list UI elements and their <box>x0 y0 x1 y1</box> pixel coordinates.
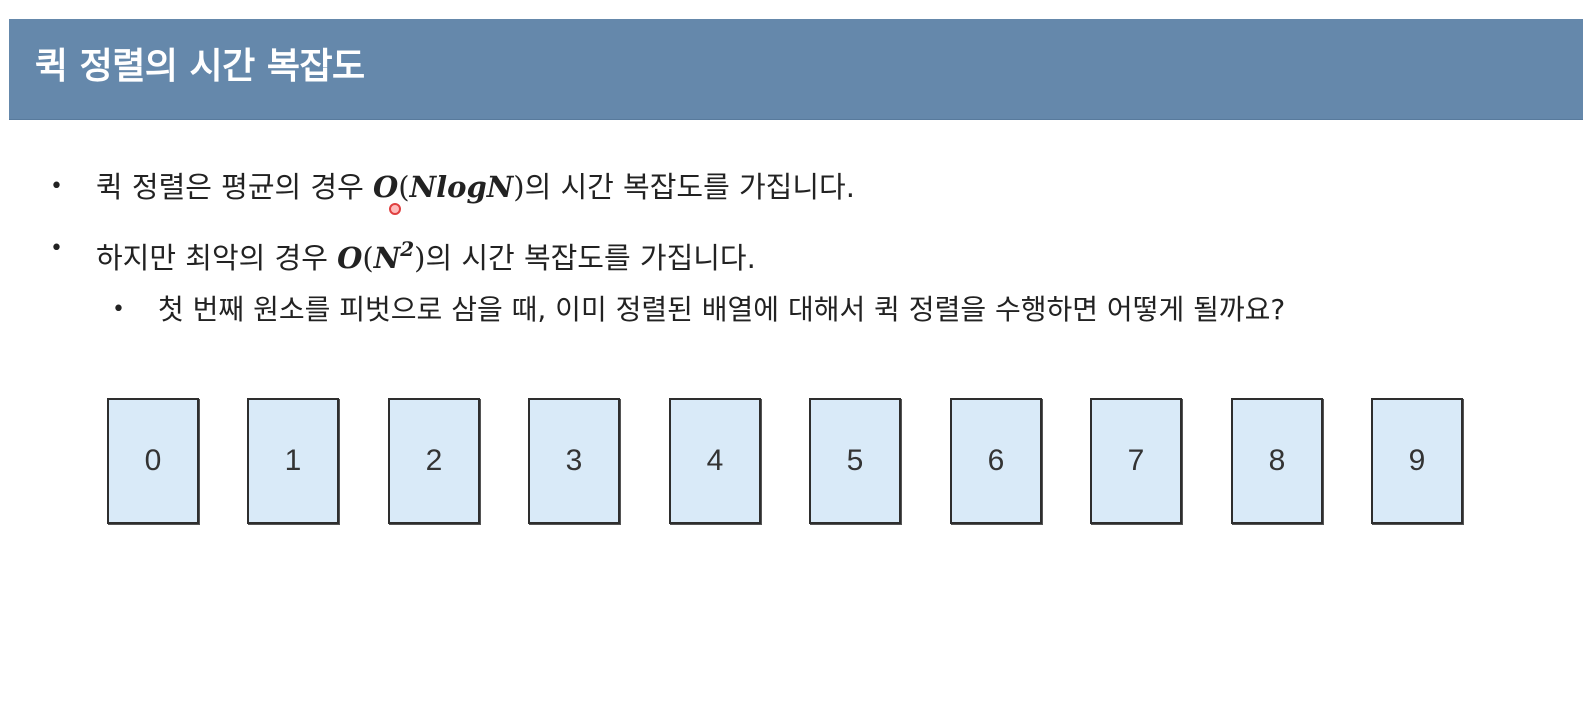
math-paren-open: ( <box>398 170 409 204</box>
array-card: 3 <box>528 398 620 524</box>
bullet-worst-case: 하지만 최악의 경우 O(N2)의 시간 복잡도를 가집니다. <box>96 229 756 278</box>
array-card: 4 <box>669 398 761 524</box>
array-card: 7 <box>1090 398 1182 524</box>
bullet-dot: • <box>50 167 63 207</box>
array-card: 2 <box>388 398 480 524</box>
array-card: 9 <box>1371 398 1463 524</box>
array-card: 1 <box>247 398 339 524</box>
bullet-dot: • <box>50 229 63 269</box>
bullet-text: 의 시간 복잡도를 가집니다. <box>425 241 755 275</box>
bullet-text: 퀵 정렬은 평균의 경우 <box>96 170 373 204</box>
math-inner: NlogN <box>410 170 514 204</box>
array-card: 0 <box>107 398 199 524</box>
bullet-text: 의 시간 복잡도를 가집니다. <box>525 170 855 204</box>
math-big-o: O <box>373 170 398 204</box>
header-bar: 퀵 정렬의 시간 복잡도 <box>9 19 1583 120</box>
sub-bullet-question: 첫 번째 원소를 피벗으로 삼을 때, 이미 정렬된 배열에 대해서 퀵 정렬을… <box>158 290 1285 330</box>
sub-bullet-dot: • <box>112 290 125 330</box>
array-card: 6 <box>950 398 1042 524</box>
math-inner: N <box>374 241 401 275</box>
bullet-average-case: 퀵 정렬은 평균의 경우 O(NlogN)의 시간 복잡도를 가집니다. <box>96 167 855 207</box>
mouse-cursor-indicator <box>389 203 401 215</box>
array-card: 5 <box>809 398 901 524</box>
bullet-text: 하지만 최악의 경우 <box>96 241 337 275</box>
math-big-o: O <box>337 241 362 275</box>
array-card: 8 <box>1231 398 1323 524</box>
math-paren-close: ) <box>414 241 425 275</box>
math-superscript: 2 <box>400 237 414 261</box>
slide-title: 퀵 정렬의 시간 복잡도 <box>35 43 365 91</box>
math-paren-open: ( <box>362 241 373 275</box>
math-paren-close: ) <box>513 170 524 204</box>
